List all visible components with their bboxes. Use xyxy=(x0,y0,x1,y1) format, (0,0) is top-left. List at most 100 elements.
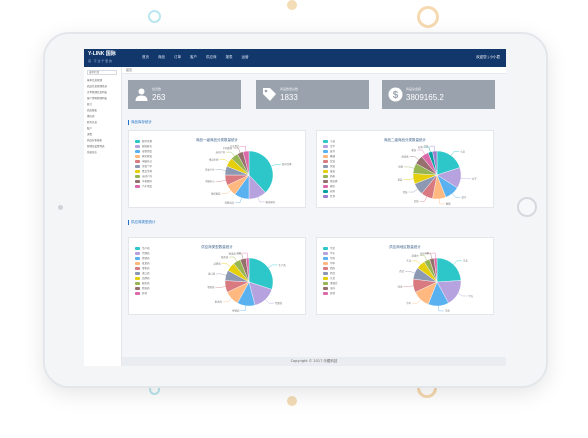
nav-item-home[interactable]: 首页 xyxy=(142,55,149,59)
legend-item[interactable]: 代理商 xyxy=(135,252,175,256)
legend-item[interactable]: 华南 xyxy=(323,257,363,261)
pie-slice-label: 品牌商 xyxy=(213,261,221,265)
legend-item[interactable]: 童书 xyxy=(323,150,363,154)
pie-leader-line xyxy=(240,146,247,152)
pie-leader-line xyxy=(219,159,229,163)
pie-leader-line xyxy=(229,256,237,262)
legend-item[interactable]: 华北 xyxy=(323,247,363,251)
sidebar-item[interactable]: 供应商 xyxy=(87,115,95,118)
legend-item[interactable]: 服饰鞋包 xyxy=(135,145,175,149)
pie-slice-label: 其他 xyxy=(424,251,429,255)
legend-item[interactable]: 港澳台 xyxy=(323,282,363,286)
legend-item[interactable]: 厨具 xyxy=(323,190,363,194)
stat-card-amount[interactable]: $ 商品总金额 3809165.2 xyxy=(382,80,495,109)
nav-item-products[interactable]: 商品 xyxy=(158,55,165,59)
main-nav: 首页 商品 订单 客户 供应商 报表 运营 xyxy=(142,55,249,60)
legend-item[interactable]: 其他 xyxy=(323,292,363,296)
legend-swatch xyxy=(135,150,140,153)
sidebar-item[interactable]: 订单管理信息列表 xyxy=(87,91,108,94)
legend-item[interactable]: 零售商 xyxy=(135,267,175,271)
stat-card-products[interactable]: 商品数量总数 1833 xyxy=(256,80,369,109)
sidebar-item[interactable]: 统计 xyxy=(87,103,93,106)
legend-item[interactable]: 电脑办公 xyxy=(135,160,175,164)
pie-leader-line xyxy=(457,293,468,297)
pie-slice-label: 童书 xyxy=(461,195,466,199)
dashboard-screen: Y-LINK 国际 哥 · 不 过 千 里 的 首页 商品 订单 客户 供应商 … xyxy=(84,49,506,366)
legend-label: 小说 xyxy=(330,140,336,143)
sidebar-item[interactable]: 账户 xyxy=(87,127,93,130)
pie-slice-label: 纸尿裤 xyxy=(401,154,409,158)
sidebar-item[interactable]: 基本信息管理 xyxy=(87,79,103,82)
legend-item[interactable]: 运动户外 xyxy=(135,175,175,179)
legend-swatch xyxy=(323,287,328,290)
legend-item[interactable]: 食品生鲜 xyxy=(135,170,175,174)
legend-swatch xyxy=(323,282,328,285)
sidebar-item[interactable]: 商品报表 xyxy=(87,109,98,112)
pie-slice[interactable] xyxy=(248,150,274,193)
nav-item-customers[interactable]: 客户 xyxy=(190,55,197,59)
legend-item[interactable]: 批发商 xyxy=(135,262,175,266)
pie-slice[interactable] xyxy=(436,257,462,283)
legend-item[interactable]: 西南 xyxy=(323,267,363,271)
user-icon xyxy=(135,88,148,101)
camera-icon xyxy=(58,205,63,210)
nav-item-operations[interactable]: 运营 xyxy=(241,55,249,59)
nav-item-suppliers[interactable]: 供应商 xyxy=(206,55,217,59)
pie-slice-label: 手机数码 xyxy=(223,146,233,150)
legend-item[interactable]: 华东 xyxy=(323,252,363,256)
legend-item[interactable]: 汽车用品 xyxy=(135,185,175,189)
legend-item[interactable]: 其他 xyxy=(135,292,175,296)
legend-item[interactable]: 母婴用品 xyxy=(135,150,175,154)
sidebar-item[interactable]: 客户资料管理列表 xyxy=(87,97,108,100)
legend-item[interactable]: 女装 xyxy=(323,160,363,164)
legend-label: 奶粉 xyxy=(330,175,336,178)
nav-item-reports[interactable]: 报表 xyxy=(225,55,233,59)
legend-item[interactable]: 灯具 xyxy=(323,195,363,199)
legend-item[interactable]: 生产商 xyxy=(135,247,175,251)
legend-item[interactable]: 西北 xyxy=(323,272,363,276)
pie-leader-line xyxy=(240,305,247,311)
sidebar-item[interactable]: 商品信息管理目录 xyxy=(87,85,108,88)
nav-item-orders[interactable]: 订单 xyxy=(174,55,181,59)
legend-label: 代理商 xyxy=(142,252,150,255)
sidebar-item[interactable]: 管理员设置列表 xyxy=(87,145,105,148)
pie-leader-line xyxy=(221,263,231,267)
legend-item[interactable]: 物流商 xyxy=(135,287,175,291)
legend-item[interactable]: 图书音像 xyxy=(135,140,175,144)
legend-item[interactable]: 东北 xyxy=(323,277,363,281)
sidebar-item[interactable]: 财务信息 xyxy=(87,121,98,124)
pie-slice-label: 华北 xyxy=(463,259,468,263)
sidebar-item[interactable]: 系统日志 xyxy=(87,151,98,154)
user-menu[interactable]: 欢迎您 | 小小君 xyxy=(476,55,500,59)
legend-item[interactable]: 服务商 xyxy=(135,282,175,286)
legend-item[interactable]: 文学 xyxy=(323,145,363,149)
stat-card-members[interactable]: 会员数 263 xyxy=(128,80,241,109)
legend-item[interactable]: 进口商 xyxy=(135,272,175,276)
legend-item[interactable]: 纸尿裤 xyxy=(323,180,363,184)
home-button[interactable] xyxy=(517,197,537,217)
legend-item[interactable]: 童装 xyxy=(323,170,363,174)
legend-item[interactable]: 家纺 xyxy=(323,185,363,189)
app-logo[interactable]: Y-LINK 国际 xyxy=(88,51,116,57)
legend-item[interactable]: 海外 xyxy=(323,287,363,291)
legend-item[interactable]: 奶粉 xyxy=(323,175,363,179)
sidebar-item[interactable]: 流程 xyxy=(87,133,93,136)
legend-item[interactable]: 教辅 xyxy=(323,155,363,159)
legend-swatch xyxy=(135,145,140,148)
legend-item[interactable]: 小说 xyxy=(323,140,363,144)
legend-item[interactable]: 手机数码 xyxy=(135,180,175,184)
legend-item[interactable]: 美妆个护 xyxy=(135,165,175,169)
pie-leader-line xyxy=(419,196,427,202)
legend-item[interactable]: 经销商 xyxy=(135,257,175,261)
sidebar-item[interactable]: 商品分析报表 xyxy=(87,139,103,142)
pie-slice[interactable] xyxy=(248,257,274,290)
legend-swatch xyxy=(323,180,328,183)
legend-item[interactable]: 男装 xyxy=(323,165,363,169)
legend-label: 运动户外 xyxy=(142,175,153,178)
legend-item[interactable]: 华中 xyxy=(323,262,363,266)
legend-item[interactable]: 品牌商 xyxy=(135,277,175,281)
pie-slice-label: 港澳台 xyxy=(411,254,419,258)
app-logo-subtitle: 哥 · 不 过 千 里 的 xyxy=(88,59,113,63)
pie-slice-label: 其他 xyxy=(236,251,241,255)
legend-item[interactable]: 家居家装 xyxy=(135,155,175,159)
